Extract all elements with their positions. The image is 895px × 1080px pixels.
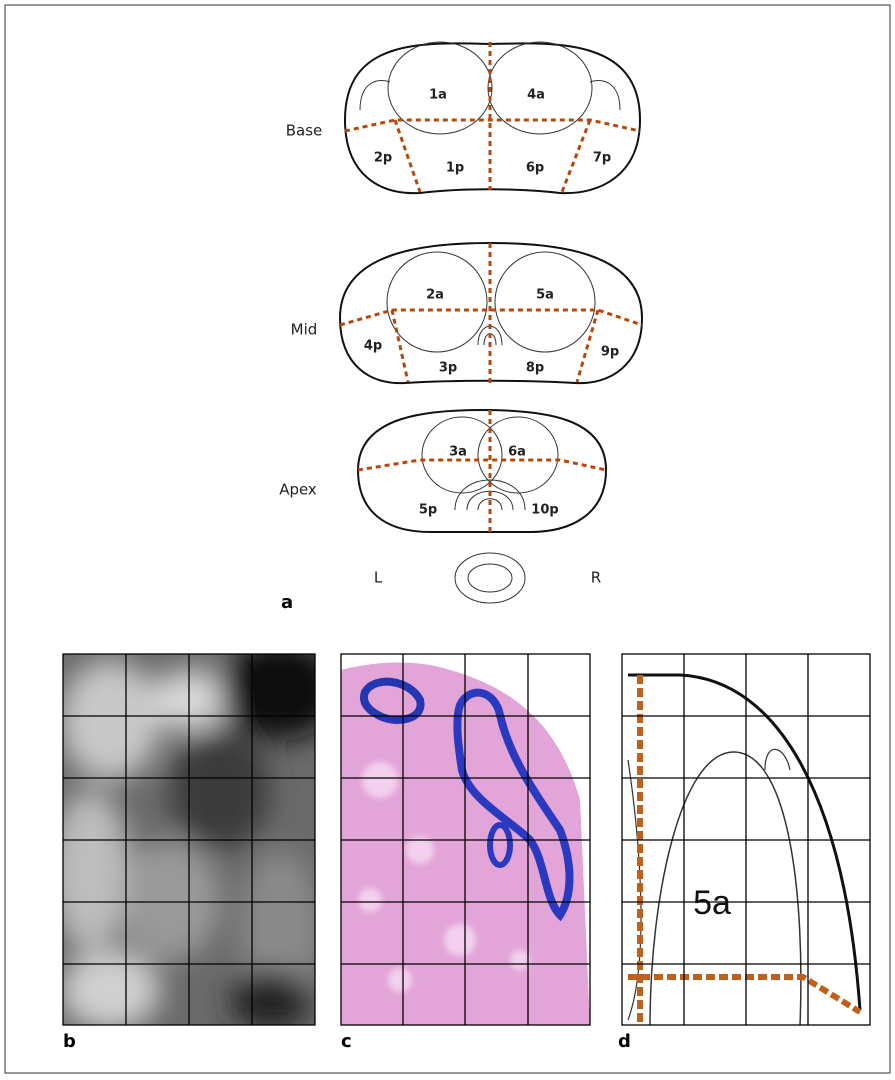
segment-label: 3a	[449, 445, 467, 460]
base-diagram	[345, 42, 640, 193]
segment-label: 1a	[429, 88, 447, 103]
segment-label: 8p	[526, 361, 544, 376]
segment-label: 3p	[439, 361, 457, 376]
segment-label: 10p	[531, 503, 558, 518]
panel-label: b	[63, 1031, 76, 1052]
segment-label: 6a	[508, 445, 526, 460]
segment-label: 9p	[601, 345, 619, 360]
side-label: R	[591, 569, 601, 587]
segment-label: 5a	[693, 884, 731, 922]
mri-image	[50, 640, 340, 1030]
level-label: Base	[286, 122, 323, 140]
segment-label: 7p	[593, 151, 611, 166]
segment-label: 6p	[526, 161, 544, 176]
side-label: L	[374, 569, 383, 587]
segment-label: 5a	[536, 288, 554, 303]
segment-label: 1p	[446, 161, 464, 176]
segment-label: 5p	[419, 503, 437, 518]
segment-label: 4a	[527, 88, 545, 103]
panel-label: c	[341, 1031, 352, 1052]
level-label: Apex	[279, 481, 317, 499]
segment-label: 2p	[374, 151, 392, 166]
panel-label: a	[281, 592, 293, 613]
figure: Base 1a 4a 2p 1p 6p 7p Mid 2a 5a 4p 3p 8…	[0, 0, 895, 1080]
segment-label: 4p	[364, 339, 382, 354]
panel-label: d	[618, 1031, 631, 1052]
mid-diagram	[340, 243, 642, 383]
apex-diagram	[358, 410, 606, 603]
segment-label: 2a	[426, 288, 444, 303]
level-label: Mid	[291, 321, 318, 339]
